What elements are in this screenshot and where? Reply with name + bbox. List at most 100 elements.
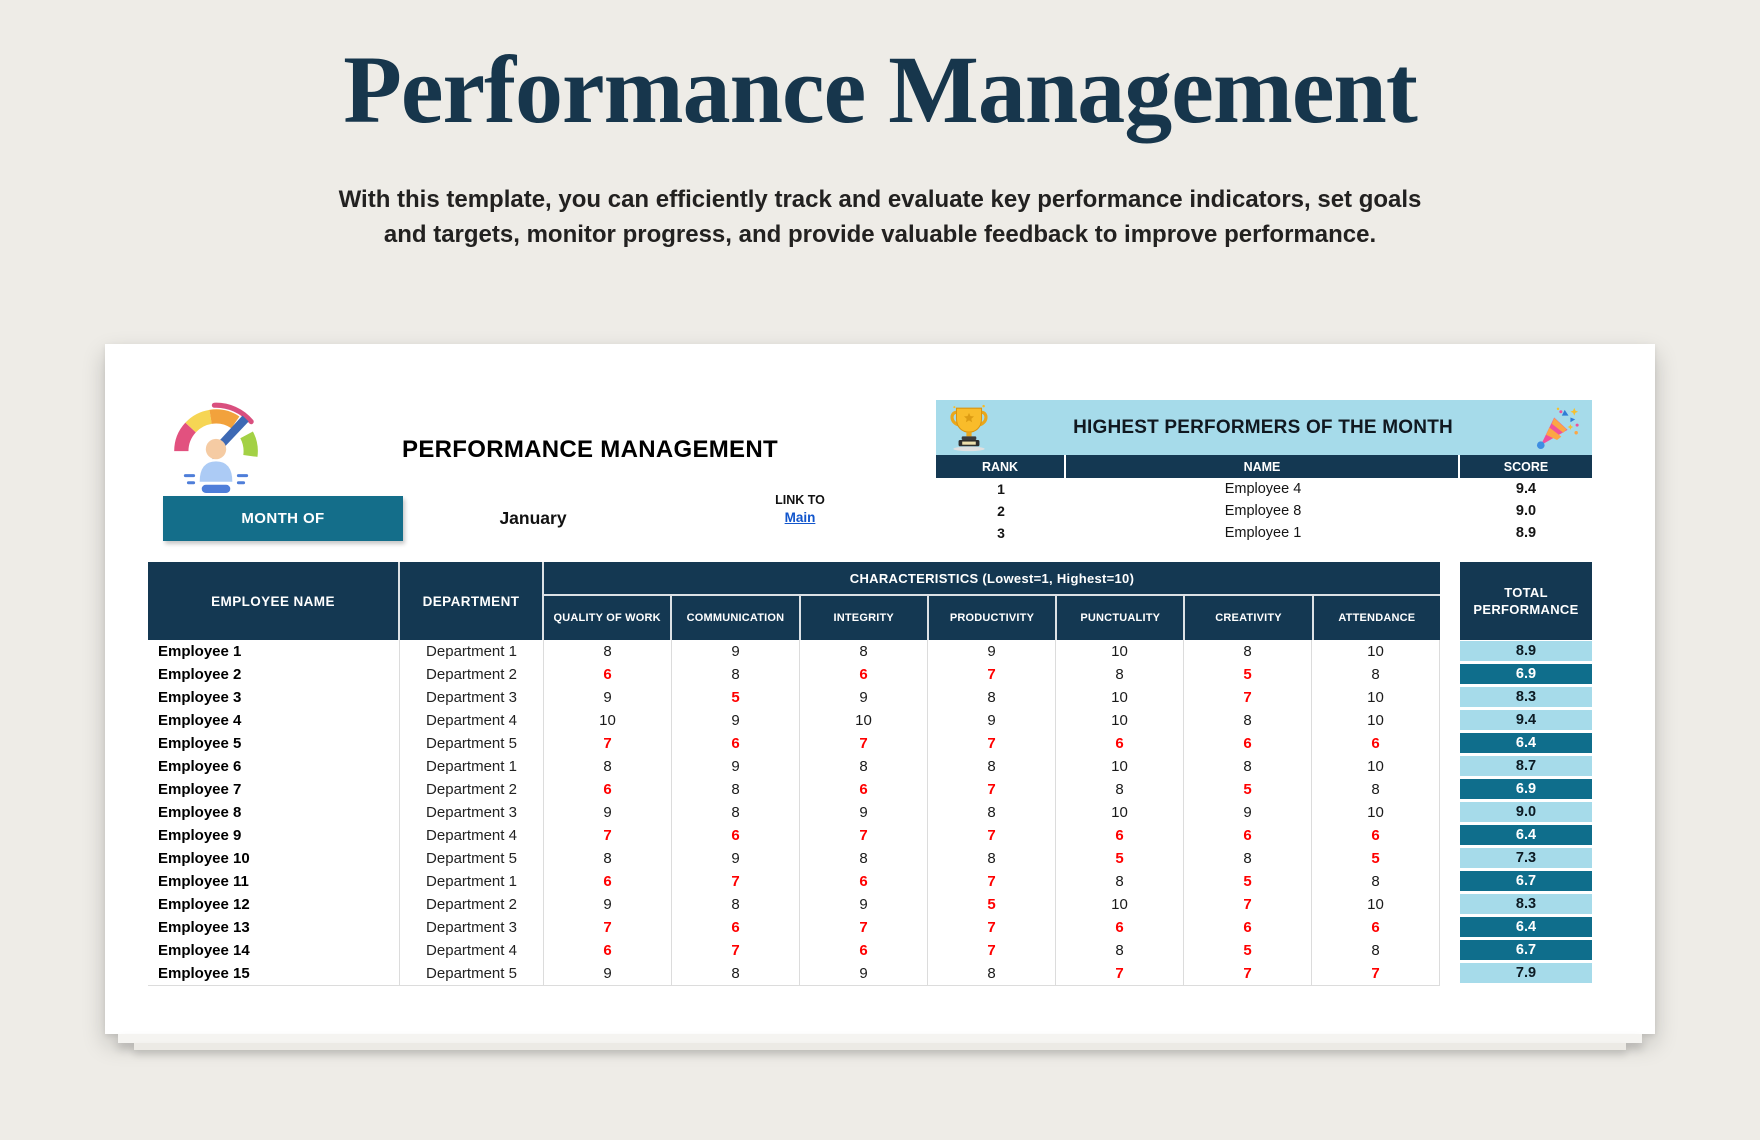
employee-name-cell: Employee 13 bbox=[148, 916, 400, 939]
score-cell: 7 bbox=[800, 916, 928, 939]
total-performance-cell: 6.4 bbox=[1460, 733, 1592, 753]
score-cell: 7 bbox=[544, 824, 672, 847]
score-cell: 8 bbox=[1312, 778, 1440, 801]
performer-row: 3 Employee 1 8.9 bbox=[936, 522, 1592, 544]
department-cell: Department 4 bbox=[400, 709, 544, 732]
score-cell: 7 bbox=[800, 824, 928, 847]
score-cell: 8 bbox=[672, 778, 800, 801]
performer-score: 8.9 bbox=[1515, 525, 1537, 541]
performer-rank: 1 bbox=[997, 481, 1005, 497]
highest-performers-header: HIGHEST PERFORMERS OF THE MONTH bbox=[936, 400, 1592, 455]
score-cell: 8 bbox=[928, 801, 1056, 824]
performer-score: 9.4 bbox=[1515, 481, 1537, 497]
performers-rows: 1 Employee 4 9.4 2 Employee 8 9.0 3 Employee 1 8… bbox=[936, 478, 1592, 544]
score-cell: 10 bbox=[1056, 686, 1184, 709]
page-title: Performance Management bbox=[343, 36, 1418, 143]
employee-name-cell: Employee 14 bbox=[148, 939, 400, 962]
performer-rank: 2 bbox=[997, 503, 1005, 519]
performer-rank: 3 bbox=[997, 525, 1005, 541]
highest-performers-title: HIGHEST PERFORMERS OF THE MONTH bbox=[1073, 416, 1453, 438]
score-cell: 7 bbox=[544, 916, 672, 939]
score-cell: 6 bbox=[1184, 824, 1312, 847]
score-cell: 5 bbox=[1056, 847, 1184, 870]
score-cell: 8 bbox=[544, 847, 672, 870]
score-cell: 6 bbox=[800, 663, 928, 686]
score-cell: 6 bbox=[544, 778, 672, 801]
score-cell: 8 bbox=[1184, 709, 1312, 732]
score-cell: 6 bbox=[544, 939, 672, 962]
score-cell: 5 bbox=[672, 686, 800, 709]
table-row: Employee 6 Department 1 8 9 8 8 10 8 10 bbox=[148, 755, 1440, 778]
department-cell: Department 3 bbox=[400, 801, 544, 824]
total-performance-cell: 8.7 bbox=[1460, 756, 1592, 776]
department-cell: Department 5 bbox=[400, 847, 544, 870]
score-cell: 8 bbox=[544, 755, 672, 778]
total-performance-cell: 8.3 bbox=[1460, 894, 1592, 914]
score-cell: 8 bbox=[544, 640, 672, 663]
performers-column-headers: RANK NAME SCORE bbox=[936, 455, 1592, 478]
score-cell: 7 bbox=[928, 870, 1056, 893]
score-cell: 8 bbox=[1056, 870, 1184, 893]
score-cell: 8 bbox=[672, 663, 800, 686]
score-cell: 6 bbox=[672, 824, 800, 847]
score-cell: 8 bbox=[1056, 663, 1184, 686]
score-cell: 10 bbox=[1056, 801, 1184, 824]
table-row: Employee 12 Department 2 9 8 9 5 10 7 10 bbox=[148, 893, 1440, 916]
main-link[interactable]: Main bbox=[784, 510, 816, 525]
employee-name-cell: Employee 1 bbox=[148, 640, 400, 663]
employee-name-cell: Employee 6 bbox=[148, 755, 400, 778]
score-cell: 10 bbox=[1056, 893, 1184, 916]
month-value: January bbox=[499, 508, 567, 528]
department-cell: Department 4 bbox=[400, 824, 544, 847]
score-cell: 10 bbox=[1056, 640, 1184, 663]
department-cell: Department 1 bbox=[400, 640, 544, 663]
score-cell: 7 bbox=[672, 870, 800, 893]
table-row: Employee 3 Department 3 9 5 9 8 10 7 10 bbox=[148, 686, 1440, 709]
score-cell: 6 bbox=[672, 732, 800, 755]
total-performance-cell: 7.9 bbox=[1460, 963, 1592, 983]
employee-name-cell: Employee 7 bbox=[148, 778, 400, 801]
total-performance-cell: 6.7 bbox=[1460, 940, 1592, 960]
score-cell: 8 bbox=[672, 893, 800, 916]
trophy-icon bbox=[948, 404, 990, 452]
characteristics-header-group: CHARACTERISTICS (Lowest=1, Highest=10) Q… bbox=[544, 562, 1440, 640]
score-cell: 8 bbox=[672, 801, 800, 824]
department-cell: Department 1 bbox=[400, 755, 544, 778]
department-cell: Department 2 bbox=[400, 663, 544, 686]
employee-name-cell: Employee 11 bbox=[148, 870, 400, 893]
integrity-column-header: INTEGRITY bbox=[801, 596, 929, 640]
party-popper-icon bbox=[1536, 406, 1580, 450]
score-cell: 7 bbox=[800, 732, 928, 755]
score-cell: 8 bbox=[928, 847, 1056, 870]
total-performance-cell: 9.4 bbox=[1460, 710, 1592, 730]
total-performance-column: TOTAL PERFORMANCE 8.9 6.9 8.3 9.4 6.4 8.7 6.9 9… bbox=[1460, 562, 1592, 986]
score-cell: 6 bbox=[544, 663, 672, 686]
total-performance-cell: 7.3 bbox=[1460, 848, 1592, 868]
total-performance-cell: 8.9 bbox=[1460, 641, 1592, 661]
score-cell: 7 bbox=[544, 732, 672, 755]
total-performance-header: TOTAL PERFORMANCE bbox=[1460, 562, 1592, 640]
score-cell: 8 bbox=[800, 640, 928, 663]
performer-name: Employee 8 bbox=[1224, 503, 1302, 519]
total-performance-cell: 6.9 bbox=[1460, 779, 1592, 799]
score-cell: 8 bbox=[928, 755, 1056, 778]
paper-stack-edge-2 bbox=[134, 1043, 1626, 1050]
link-to-label: LINK TO bbox=[775, 493, 825, 507]
score-cell: 9 bbox=[800, 962, 928, 985]
department-column-header: DEPARTMENT bbox=[400, 562, 544, 640]
department-cell: Department 5 bbox=[400, 732, 544, 755]
department-cell: Department 5 bbox=[400, 962, 544, 985]
total-performance-cells: 8.9 6.9 8.3 9.4 6.4 8.7 6.9 9.0 6.4 7.3 6.7 8.3 6.4 6… bbox=[1460, 640, 1592, 983]
score-cell: 9 bbox=[928, 709, 1056, 732]
score-cell: 9 bbox=[800, 893, 928, 916]
department-cell: Department 1 bbox=[400, 870, 544, 893]
link-to-block: LINK TO Main bbox=[720, 493, 880, 527]
spreadsheet-card: PERFORMANCE MANAGEMENT bbox=[105, 344, 1655, 1034]
score-cell: 9 bbox=[672, 709, 800, 732]
